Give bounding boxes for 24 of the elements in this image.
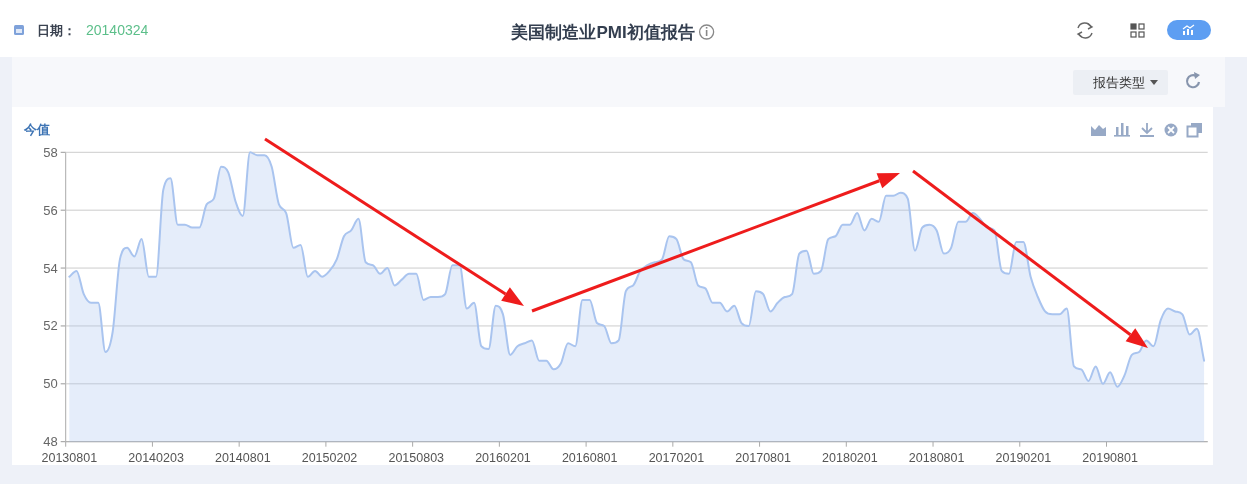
text: 日期： (37, 23, 76, 38)
y-tick-label: 50 (43, 376, 58, 392)
x-tick-label: 20180201 (822, 450, 878, 465)
x-tick-label: 20140203 (128, 450, 184, 465)
x-tick-label: 20170201 (648, 450, 705, 465)
text: 20140324 (86, 22, 149, 38)
y-tick-label: 58 (43, 144, 58, 160)
y-tick-label: 54 (43, 260, 58, 276)
text: 报告类型 (1092, 75, 1145, 90)
x-tick-label: 20160801 (561, 450, 618, 465)
x-tick-label: 20160201 (475, 450, 531, 465)
x-tick-label: 20150803 (388, 450, 445, 465)
x-tick-label: 20190201 (995, 450, 1052, 465)
x-tick-label: 20190801 (1082, 450, 1138, 465)
x-tick-label: 20130801 (41, 450, 98, 465)
y-axis-title: 今值 (23, 122, 50, 137)
x-tick-label: 20170801 (735, 450, 792, 465)
x-tick-label: 20150202 (301, 450, 358, 465)
x-tick-label: 20140801 (214, 450, 271, 465)
x-tick-label: 20180801 (908, 450, 965, 465)
y-tick-label: 56 (43, 202, 58, 218)
chart-title: 美国制造业PMI初值报告 (510, 23, 695, 42)
y-tick-label: 52 (43, 318, 58, 334)
y-tick-label: 48 (43, 434, 58, 450)
